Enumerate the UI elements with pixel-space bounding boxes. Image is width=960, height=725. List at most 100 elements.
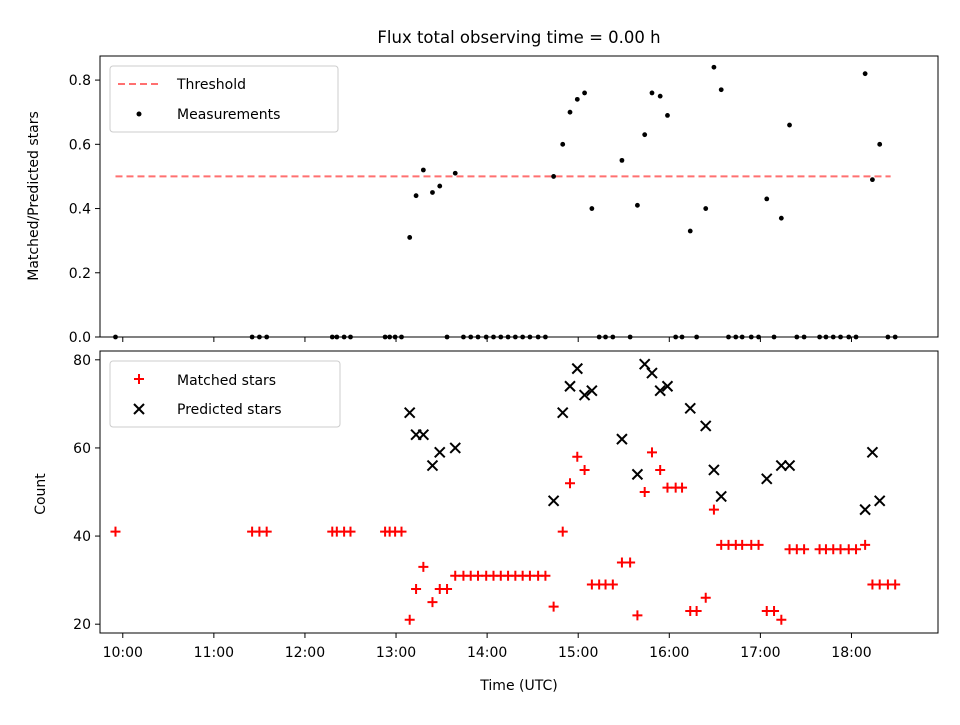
x-tick-label: 14:00 [467, 645, 507, 661]
matched-star-point [557, 526, 568, 537]
measurement-point [687, 228, 693, 234]
bottom-plot-area [110, 358, 901, 625]
predicted-star-point [700, 420, 712, 432]
measurement-point [642, 132, 648, 138]
matched-star-point [110, 526, 121, 537]
matched-star-point [691, 605, 702, 616]
bottom-y-tick-label: 60 [73, 441, 91, 457]
measurement-point [619, 157, 625, 163]
matched-star-point [442, 583, 453, 594]
predicted-star-point [715, 490, 727, 503]
x-tick-label: 15:00 [558, 645, 598, 661]
top-chart-title: Flux total observing time = 0.00 h [377, 28, 660, 47]
x-tick-label: 12:00 [285, 645, 325, 661]
matched-star-point [851, 544, 862, 555]
predicted-star-point [783, 459, 796, 472]
top-legend: Threshold Measurements [109, 65, 339, 133]
matched-stars-legend-swatch [134, 374, 144, 384]
predicted-star-point [571, 362, 584, 375]
x-tick-label: 17:00 [740, 645, 780, 661]
matched-star-point [860, 539, 871, 550]
matched-star-point [639, 487, 650, 497]
matched-star-point [632, 610, 643, 621]
x-tick-label: 10:00 [103, 645, 143, 661]
matched-star-point [548, 601, 559, 612]
measurement-point [787, 122, 792, 128]
top-y-tick-label: 0.8 [69, 73, 91, 89]
matched-star-point [404, 614, 415, 625]
x-tick-label: 18:00 [831, 645, 871, 661]
x-tick-label: 13:00 [376, 645, 416, 661]
predicted-star-point [661, 380, 674, 392]
matched-star-point [572, 451, 583, 462]
predicted-star-point [426, 459, 439, 472]
x-tick-label: 11:00 [194, 645, 234, 661]
predicted-star-point [547, 495, 560, 507]
matched-star-point [769, 605, 780, 616]
top-axes-frame [99, 55, 939, 338]
bottom-y-tick-label: 20 [73, 617, 91, 633]
matched-star-point [646, 447, 657, 458]
bottom-y-tick-label: 40 [73, 529, 91, 545]
matched-star-point [708, 504, 719, 515]
predicted-star-point [434, 446, 446, 459]
measurement-point [870, 177, 875, 183]
predicted-star-point [866, 446, 879, 459]
predicted-star-point [449, 442, 461, 454]
predicted-star-point [654, 384, 666, 397]
measurement-point [711, 64, 717, 70]
predicted-star-point [578, 389, 591, 401]
predicted-star-point [646, 367, 658, 379]
x-axis-label: Time (UTC) [479, 678, 557, 694]
matched-star-point [753, 539, 764, 550]
matched-star-point [345, 526, 356, 537]
measurement-point [420, 167, 426, 173]
predicted-star-point [616, 433, 628, 445]
matched-star-point [737, 539, 748, 550]
measurement-point [574, 96, 580, 102]
predicted-star-point [638, 358, 651, 370]
matched-star-point [579, 464, 590, 475]
predicted-star-point [684, 402, 696, 414]
measurement-point [452, 170, 458, 176]
measurement-point [764, 196, 770, 202]
measurements-legend-label: Measurements [177, 107, 280, 123]
measurement-point [703, 206, 709, 211]
predicted-star-point [873, 495, 886, 507]
measurement-point [560, 141, 566, 147]
predicted-star-point [859, 503, 871, 516]
predicted-star-point [631, 468, 644, 481]
top-legend-box [109, 65, 339, 133]
matched-star-point [625, 557, 636, 568]
threshold-legend-label: Threshold [176, 77, 246, 93]
measurement-point [649, 90, 655, 96]
measurement-point [413, 193, 419, 199]
matched-star-point [607, 579, 618, 590]
predicted-star-point [708, 464, 720, 476]
matched-star-point [655, 464, 666, 475]
bottom-y-axis-label: Count [33, 473, 49, 515]
predicted-stars-legend-swatch [133, 403, 145, 415]
measurement-point [551, 174, 557, 179]
measurement-point [877, 141, 883, 147]
measurement-point [567, 109, 573, 115]
predicted-star-point [557, 406, 569, 419]
measurement-point [589, 206, 595, 211]
bottom-y-tick-label: 80 [73, 353, 91, 369]
measurement-point [582, 90, 587, 96]
matched-star-point [427, 597, 438, 608]
top-y-tick-label: 0.4 [69, 202, 91, 218]
predicted-star-point [564, 380, 576, 392]
predicted-star-point [761, 473, 773, 485]
matched-star-point [261, 526, 272, 537]
measurement-point [407, 235, 413, 240]
matched-star-point [411, 583, 422, 594]
top-plot-area [113, 64, 898, 340]
top-y-tick-label: 0.6 [69, 137, 91, 153]
matched-star-point [565, 478, 576, 489]
top-y-tick-label: 0.2 [69, 266, 91, 282]
top-y-tick-label: 0.0 [69, 330, 91, 346]
measurement-point [862, 71, 868, 77]
measurement-point [635, 202, 640, 208]
